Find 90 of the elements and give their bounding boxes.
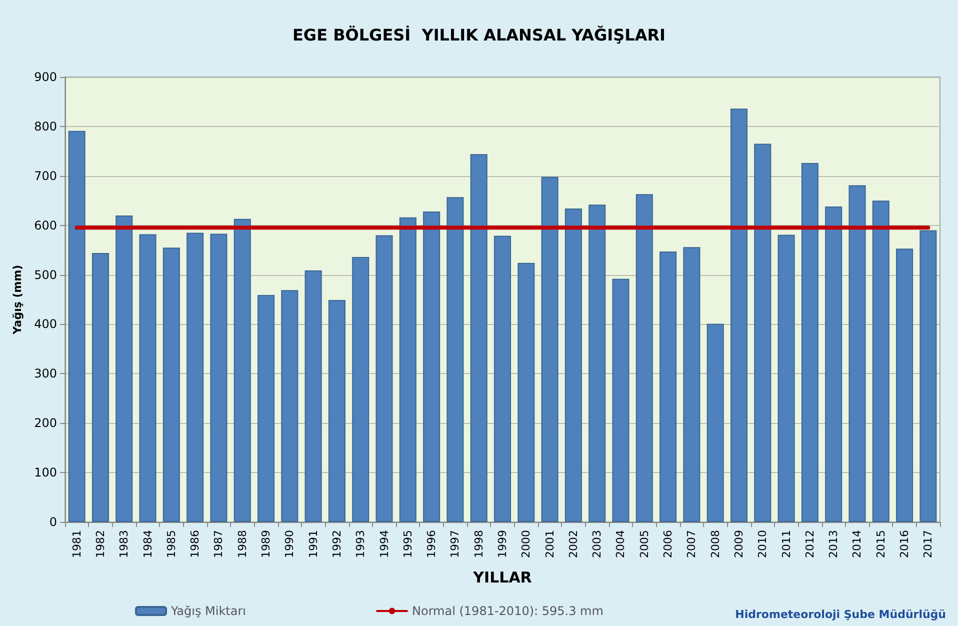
bar [825, 206, 842, 522]
y-tick-label: 400 [34, 317, 57, 332]
bar [636, 194, 653, 522]
bar [470, 154, 488, 522]
bar [116, 215, 133, 522]
bar [754, 144, 772, 522]
y-tick-label: 300 [34, 366, 57, 381]
bar [801, 163, 818, 522]
bar [258, 295, 275, 522]
bar [494, 236, 512, 522]
x-tick-label: 2008 [708, 530, 722, 558]
bar [234, 218, 251, 522]
y-axis-title: Yağış (mm) [11, 264, 24, 336]
x-tick-label: 1983 [118, 530, 131, 558]
bar [376, 235, 393, 522]
x-tick-label: 1986 [188, 530, 202, 558]
bar [730, 108, 748, 522]
bar [920, 230, 937, 522]
legend-label: Yağış Miktarı [170, 604, 246, 618]
x-tick-label: 2015 [874, 530, 888, 558]
text: Hidrometeoroloji Şube Müdürlüğü [735, 608, 946, 621]
x-tick-label: 2016 [898, 530, 912, 558]
bar [399, 217, 416, 522]
x-tick-label: 2004 [614, 530, 628, 558]
x-tick-label: 2000 [520, 530, 533, 558]
x-tick-label: 1989 [260, 530, 273, 558]
bar [612, 278, 630, 522]
x-tick-label: 1997 [448, 530, 462, 558]
x-tick-label: 1995 [401, 530, 414, 558]
bar [352, 256, 370, 522]
x-tick-label: 1999 [496, 530, 509, 558]
bar [328, 300, 346, 522]
bar [92, 253, 109, 522]
bar [210, 234, 228, 522]
bar [778, 234, 795, 522]
x-tick-label: 1996 [425, 530, 438, 558]
bar [304, 270, 322, 522]
bar [139, 234, 156, 522]
bar [68, 130, 86, 522]
bar [423, 211, 440, 522]
x-tick-label: 1988 [236, 530, 249, 558]
bar [706, 324, 724, 522]
x-tick-label: 2001 [543, 530, 556, 558]
y-tick-label: 500 [34, 268, 57, 282]
bar [588, 204, 606, 522]
x-tick-label: 1985 [164, 530, 178, 558]
bar [541, 176, 558, 522]
x-tick-label: 1987 [212, 530, 226, 558]
bar [281, 290, 298, 522]
bar [518, 262, 535, 522]
bar [446, 197, 464, 522]
x-tick-label: 2006 [662, 530, 675, 558]
x-tick-label: 1993 [354, 530, 368, 558]
x-tick-label: 1994 [378, 530, 391, 558]
y-tick-label: 800 [34, 119, 57, 134]
bar [186, 232, 204, 522]
bar [872, 200, 890, 522]
bar [660, 252, 677, 522]
y-tick-label: 600 [34, 218, 57, 232]
y-tick-label: 700 [34, 168, 57, 183]
x-tick-label: 2007 [685, 530, 698, 558]
y-tick-label: 900 [34, 70, 57, 84]
x-tick-label: 1981 [70, 530, 84, 558]
x-tick-label: 2014 [850, 530, 864, 558]
y-tick-label: 100 [34, 466, 57, 480]
x-tick-label: 2017 [922, 530, 935, 558]
x-tick-label: 2003 [590, 530, 604, 558]
x-axis-title: YILLAR [472, 568, 532, 586]
x-tick-label: 2010 [756, 530, 770, 558]
bar [162, 248, 180, 522]
y-tick-label: 0 [49, 515, 57, 529]
y-tick-label: 200 [34, 416, 57, 430]
x-tick-label: 2013 [827, 530, 840, 558]
bar [896, 248, 914, 522]
x-tick-label: 2011 [780, 530, 793, 558]
bar [683, 247, 700, 522]
x-tick-label: 1984 [141, 530, 154, 558]
x-tick-label: 1998 [472, 530, 486, 558]
legend-label: Normal (1981-2010): 595.3 mm [412, 604, 604, 618]
bar [564, 208, 582, 522]
x-tick-label: 1990 [283, 530, 296, 558]
bar [848, 185, 866, 522]
x-tick-label: 1982 [94, 530, 107, 558]
x-tick-label: 1992 [330, 530, 344, 558]
x-tick-label: 2005 [638, 530, 651, 558]
x-tick-label: 2009 [732, 530, 746, 558]
x-tick-label: 1991 [306, 530, 320, 558]
x-tick-label: 2002 [566, 530, 580, 558]
x-tick-label: 2012 [803, 530, 816, 558]
chart-title: EGE BÖLGESİ YILLIK ALANSAL YAĞIŞLARI [292, 26, 666, 44]
